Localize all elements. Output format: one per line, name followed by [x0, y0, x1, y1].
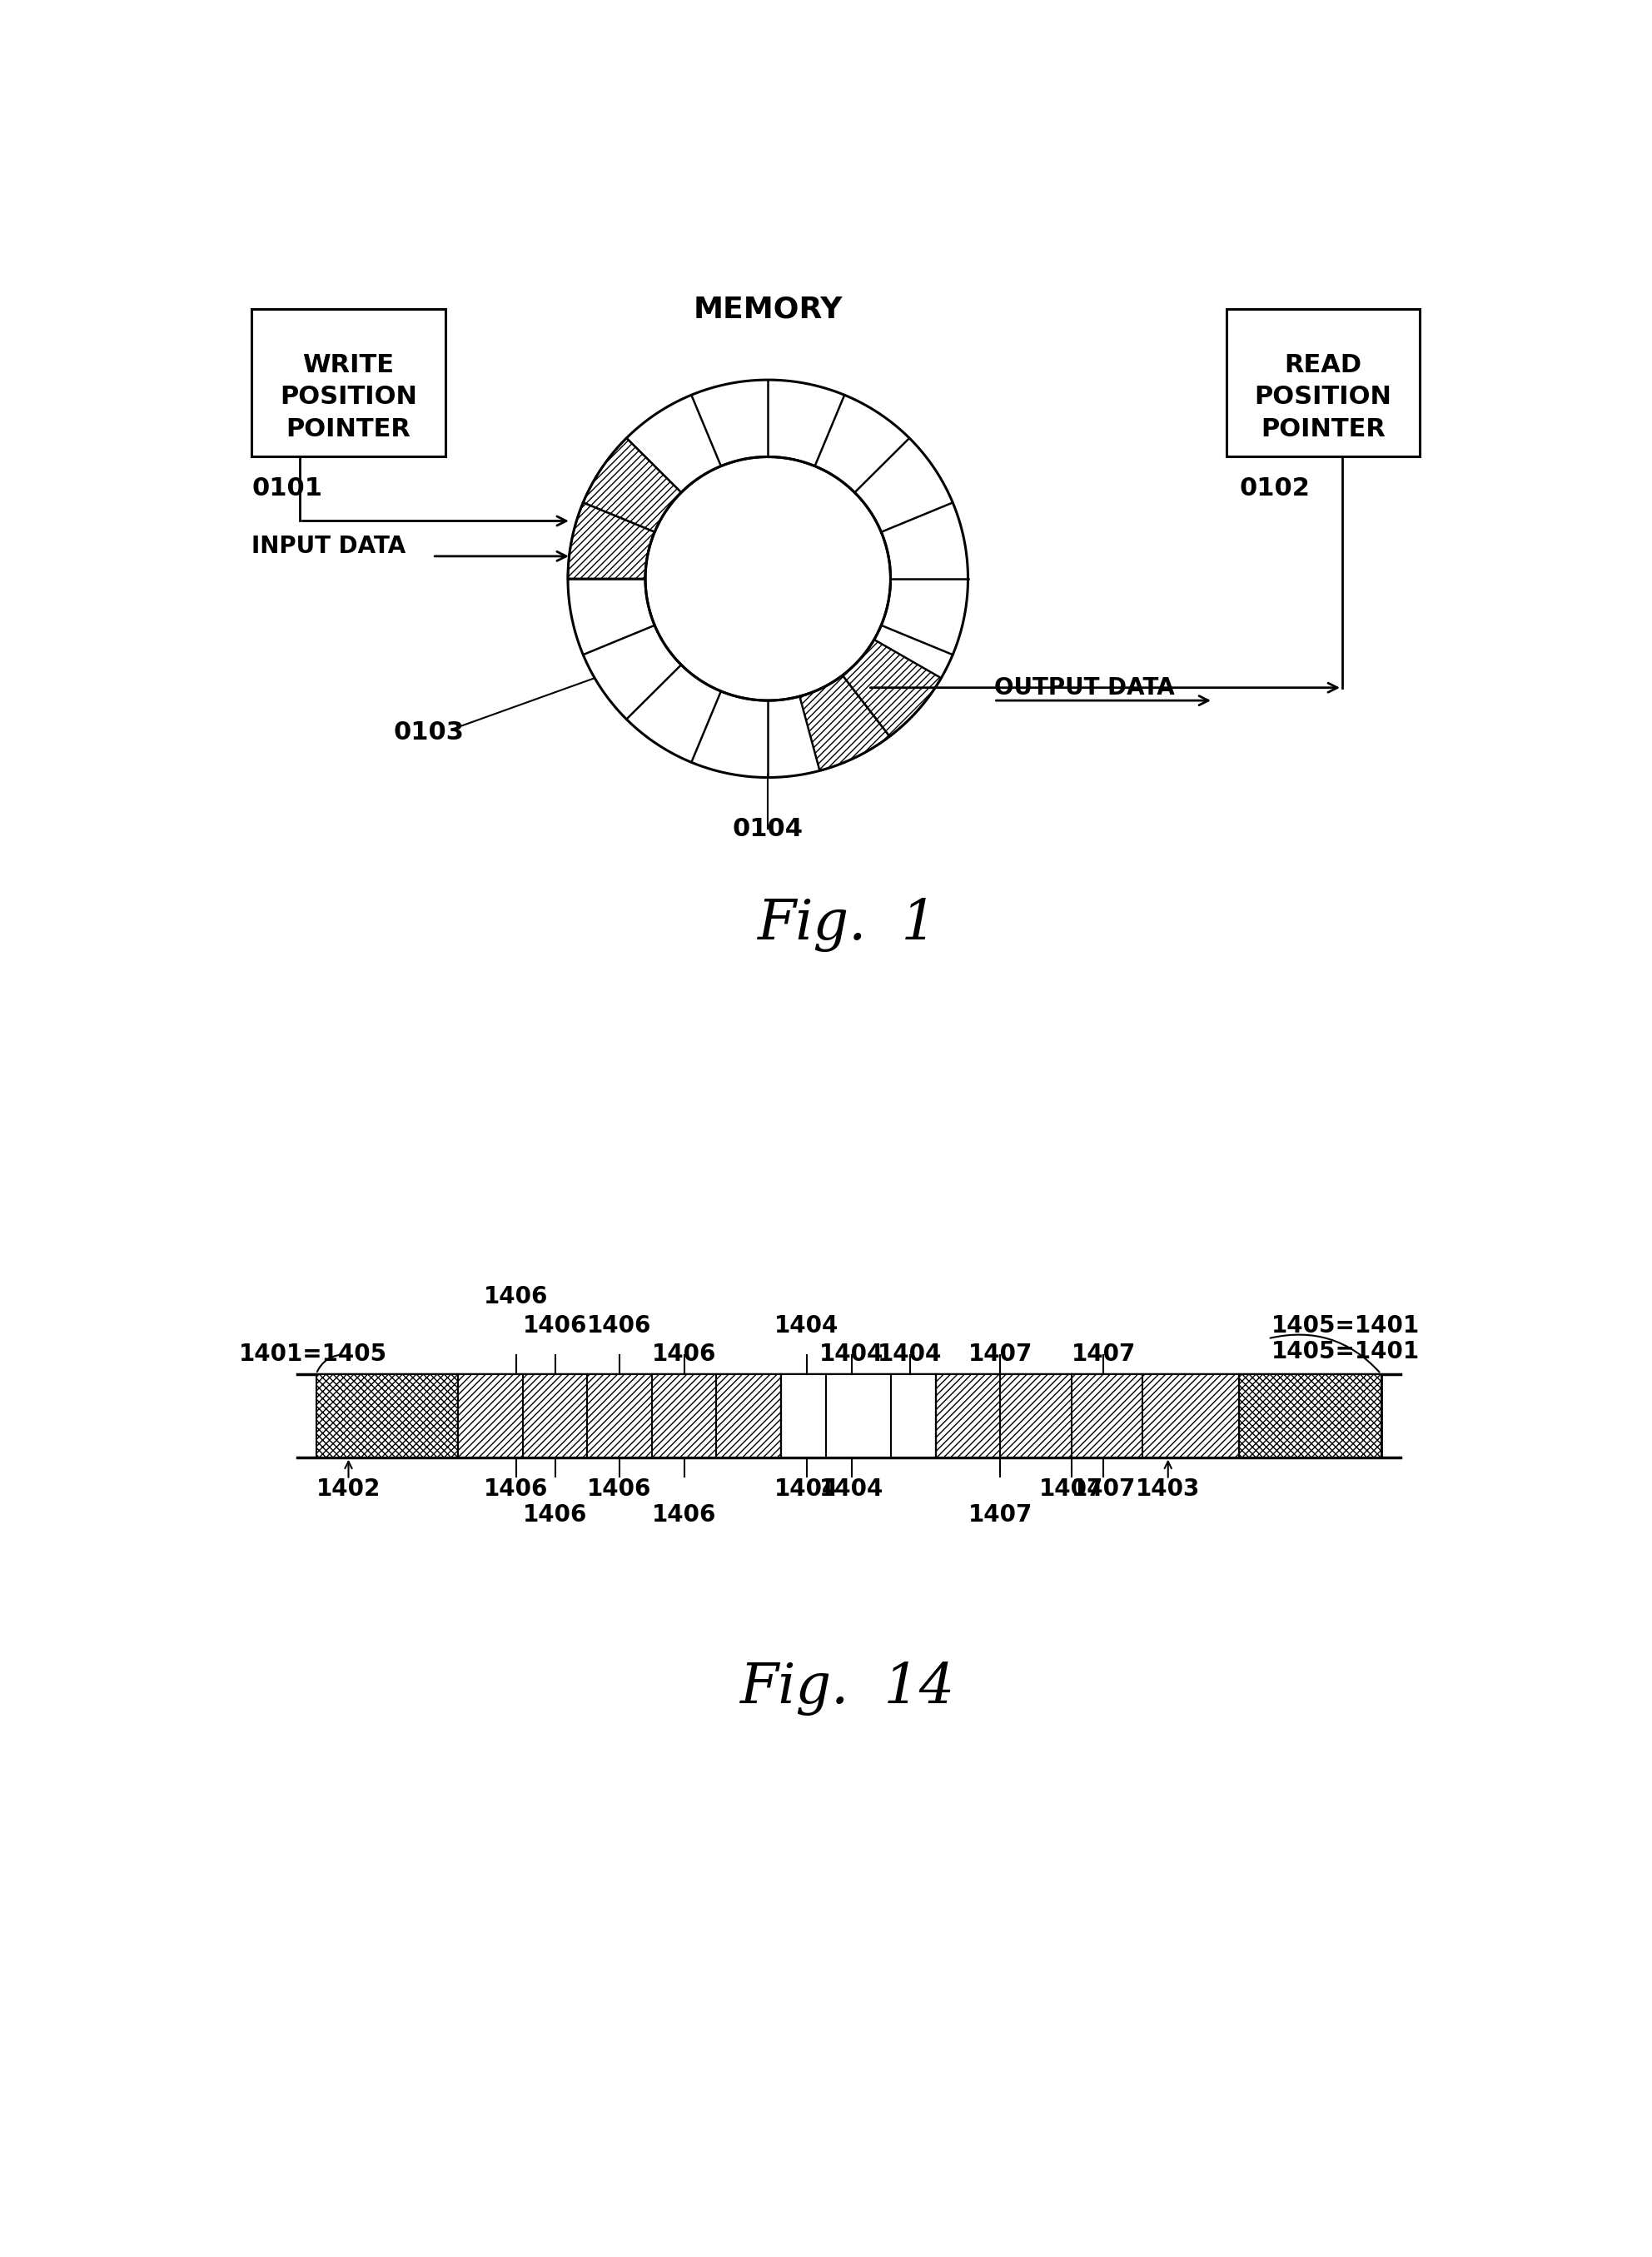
Text: 1404: 1404 [775, 1478, 839, 1501]
Text: 1404: 1404 [819, 1478, 884, 1501]
Bar [781, 1375, 935, 1458]
Text: 1407: 1407 [968, 1343, 1032, 1365]
Text: POSITION: POSITION [279, 386, 416, 409]
Text: READ: READ [1284, 352, 1361, 377]
Text: Fig.  14: Fig. 14 [738, 1661, 955, 1715]
Circle shape [568, 379, 968, 776]
Bar [316, 1375, 458, 1458]
Text: 1406: 1406 [522, 1503, 586, 1526]
Wedge shape [800, 675, 890, 770]
Text: OUTPUT DATA: OUTPUT DATA [995, 677, 1175, 700]
Bar [935, 1375, 1239, 1458]
Bar [1226, 309, 1419, 456]
Circle shape [646, 456, 890, 700]
Text: 1406: 1406 [653, 1343, 717, 1365]
Text: 1406: 1406 [588, 1314, 651, 1338]
Bar [458, 1375, 781, 1458]
Text: Fig.  1: Fig. 1 [757, 898, 937, 952]
Text: 1406: 1406 [653, 1503, 717, 1526]
Text: 1407: 1407 [968, 1503, 1032, 1526]
Text: POINTER: POINTER [1260, 418, 1386, 442]
Text: 1406: 1406 [484, 1284, 548, 1309]
Text: 1404: 1404 [775, 1314, 839, 1338]
Bar [251, 309, 446, 456]
Text: WRITE: WRITE [302, 352, 395, 377]
Bar [1239, 1375, 1381, 1458]
Wedge shape [583, 438, 681, 533]
Text: 0101: 0101 [251, 476, 322, 501]
Text: 1406: 1406 [484, 1478, 548, 1501]
Text: 1406: 1406 [522, 1314, 586, 1338]
Text: 1405=1401: 1405=1401 [1272, 1314, 1419, 1338]
Text: POSITION: POSITION [1254, 386, 1391, 409]
Text: 1402: 1402 [316, 1478, 380, 1501]
Wedge shape [568, 503, 654, 578]
Text: 1404: 1404 [819, 1343, 884, 1365]
Text: 1403: 1403 [1137, 1478, 1201, 1501]
Text: 0103: 0103 [393, 720, 464, 745]
Text: 1404: 1404 [877, 1343, 942, 1365]
Text: 0102: 0102 [1239, 476, 1310, 501]
Text: 1407: 1407 [1070, 1478, 1135, 1501]
Text: INPUT DATA: INPUT DATA [251, 535, 406, 557]
Text: 1406: 1406 [588, 1478, 651, 1501]
Text: 1401=1405: 1401=1405 [240, 1343, 387, 1365]
Text: 1407: 1407 [1039, 1478, 1104, 1501]
Text: MEMORY: MEMORY [694, 296, 843, 323]
Text: 0104: 0104 [732, 817, 803, 842]
Bar [316, 1375, 1381, 1458]
Text: 1405=1401: 1405=1401 [1272, 1341, 1419, 1363]
Text: 1407: 1407 [1070, 1343, 1135, 1365]
Wedge shape [843, 639, 942, 736]
Text: POINTER: POINTER [286, 418, 411, 442]
